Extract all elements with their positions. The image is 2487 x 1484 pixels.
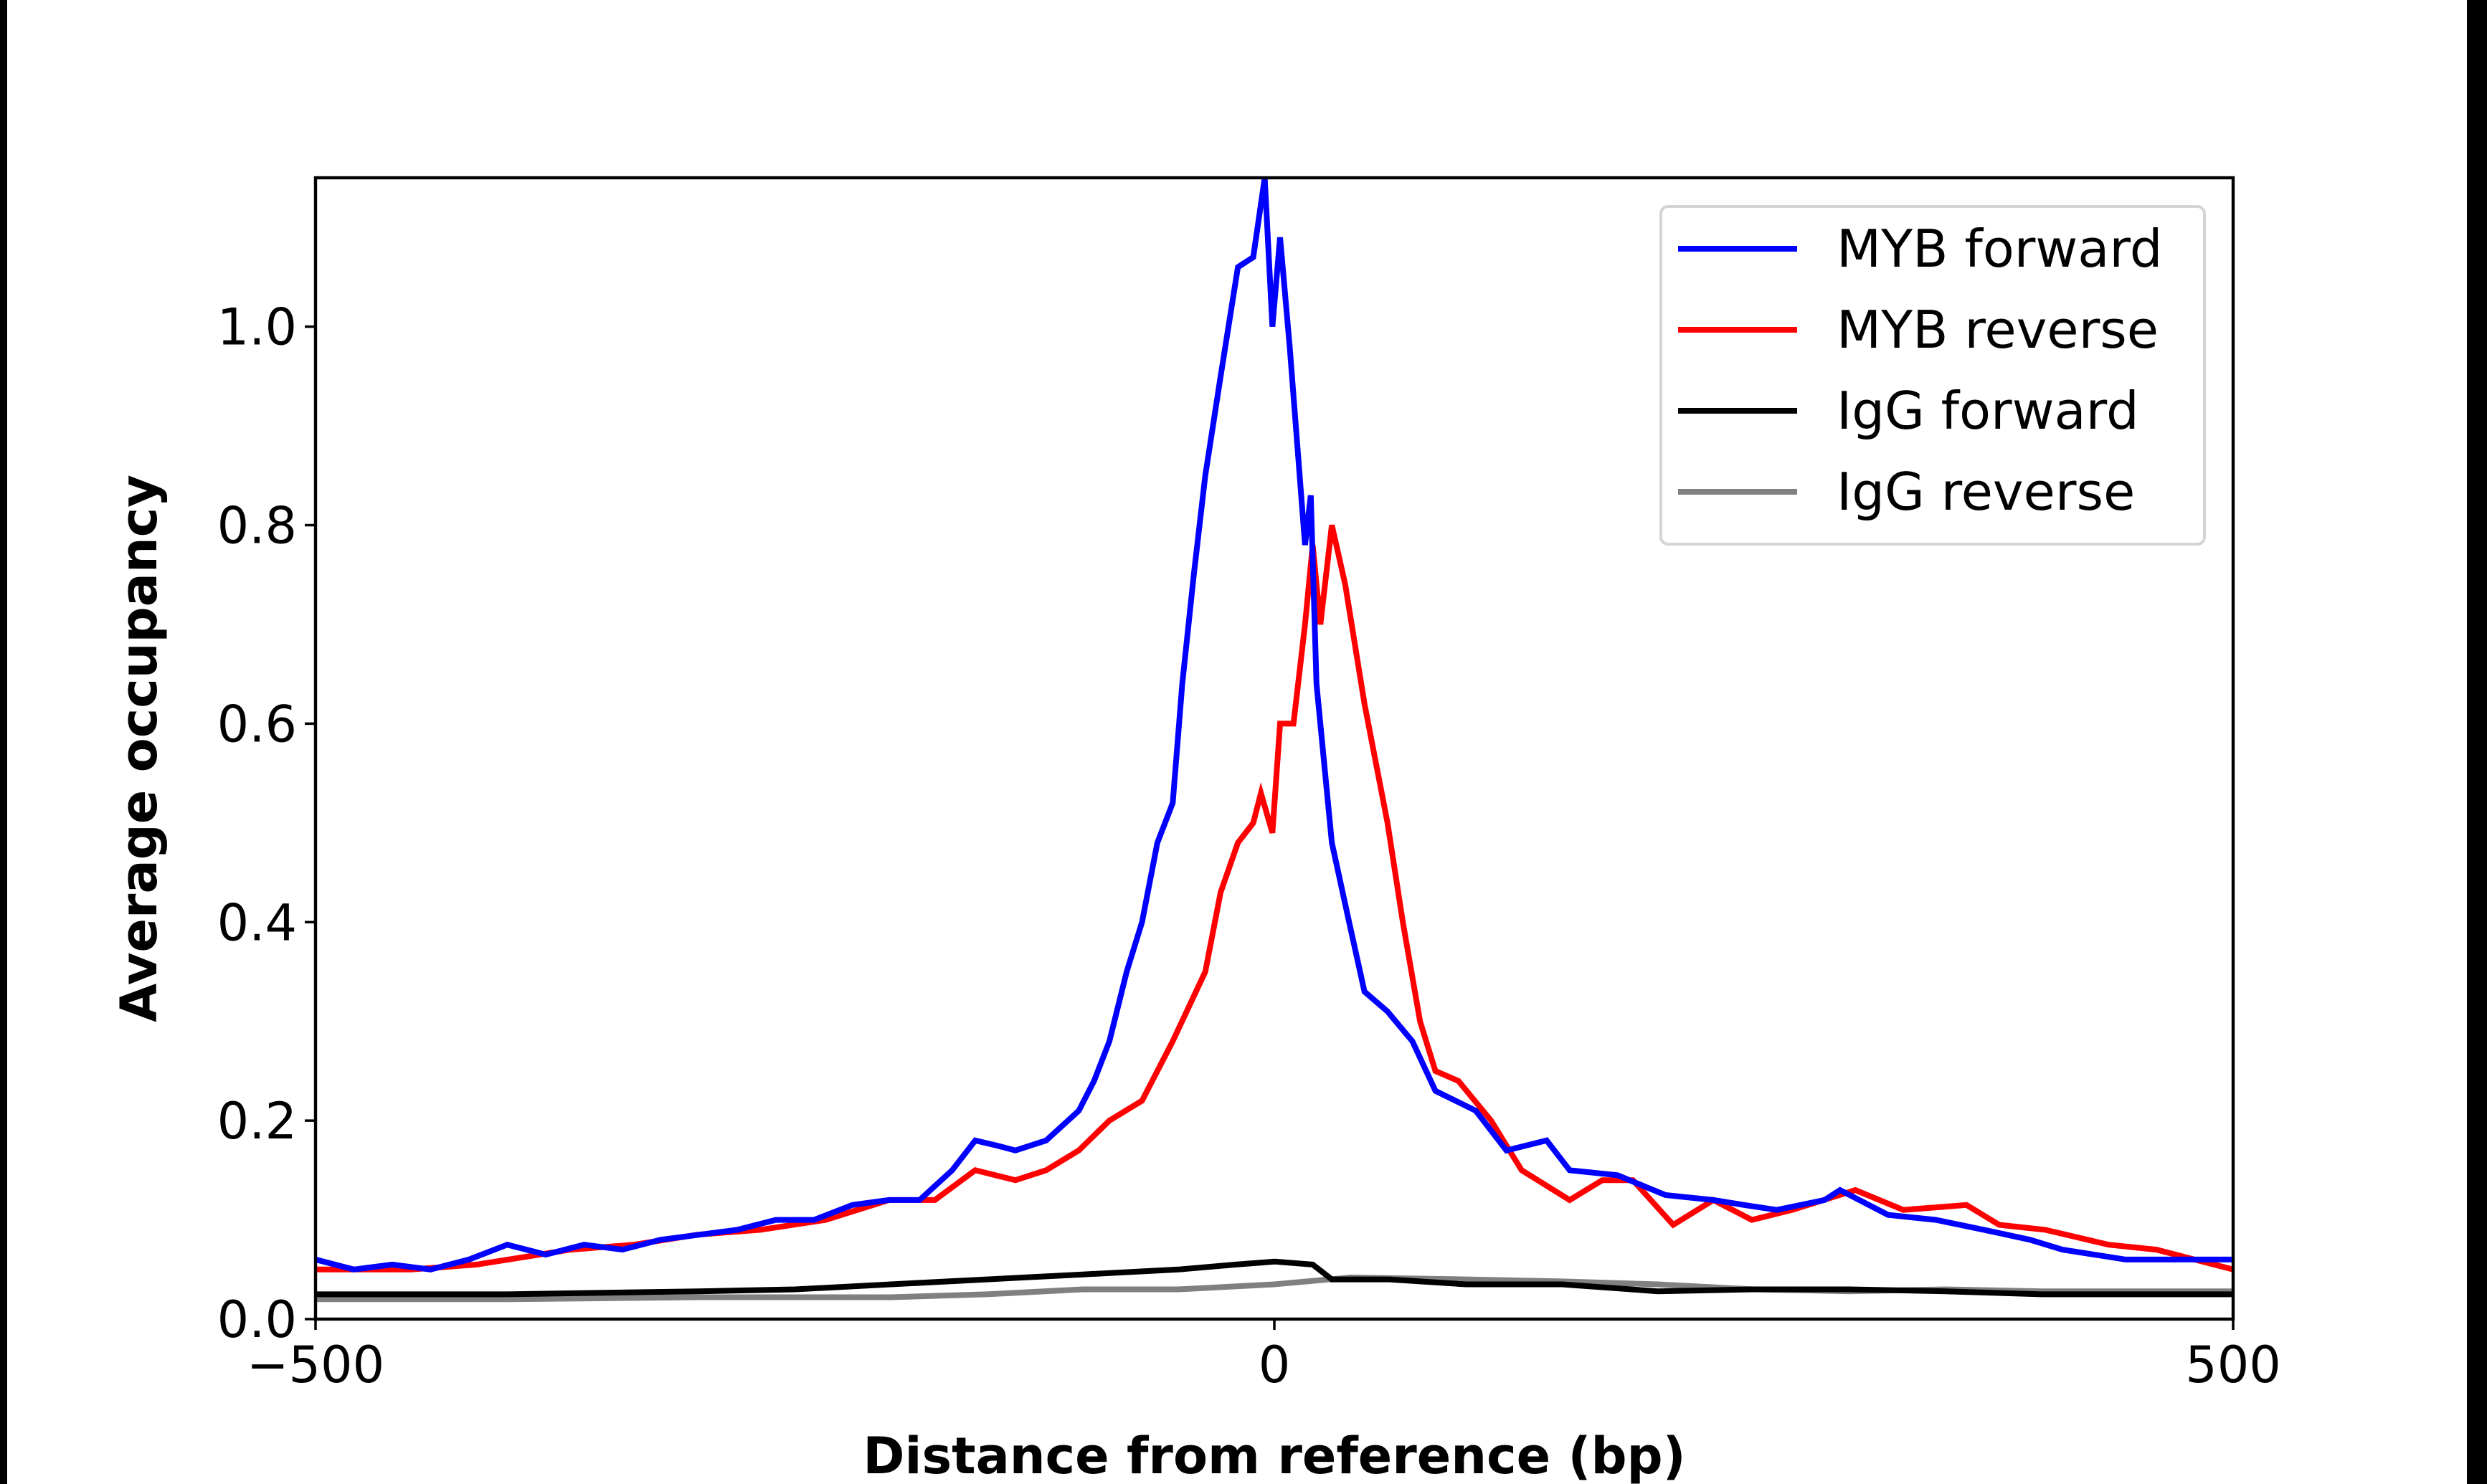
y-tick-label: 0.8 <box>217 497 297 556</box>
y-tick-label: 0.6 <box>217 695 297 753</box>
y-axis-label: Average occupancy <box>110 475 169 1022</box>
y-tick-label: 0.4 <box>217 893 297 952</box>
legend: MYB forward MYB reverse IgG forward IgG rev… <box>1659 205 2206 546</box>
y-tick-label: 0.2 <box>217 1092 297 1151</box>
x-tick-label: 0 <box>1259 1336 1291 1394</box>
legend-label-igg-reverse: IgG reverse <box>1837 462 2135 522</box>
right-border <box>2467 0 2487 1484</box>
series-line-myb-forward <box>314 177 2233 1273</box>
axes-frame <box>313 176 2235 1321</box>
legend-label-myb-reverse: MYB reverse <box>1837 300 2159 360</box>
y-tick-label: 0.0 <box>217 1290 297 1349</box>
legend-label-myb-forward: MYB forward <box>1837 219 2162 279</box>
legend-label-igg-forward: IgG forward <box>1837 381 2139 441</box>
series-line-igg-forward <box>316 1258 2233 1298</box>
series-line-igg-reverse <box>316 1274 2233 1303</box>
series-line-myb-reverse <box>316 524 2235 1273</box>
legend-box <box>1659 205 2206 546</box>
x-axis-label: Distance from reference (bp) <box>863 1427 1685 1484</box>
left-border <box>0 0 7 1484</box>
x-tick-label: −500 <box>247 1336 384 1394</box>
x-tick-label: 500 <box>2185 1336 2281 1394</box>
y-tick-label: 1.0 <box>217 298 297 357</box>
